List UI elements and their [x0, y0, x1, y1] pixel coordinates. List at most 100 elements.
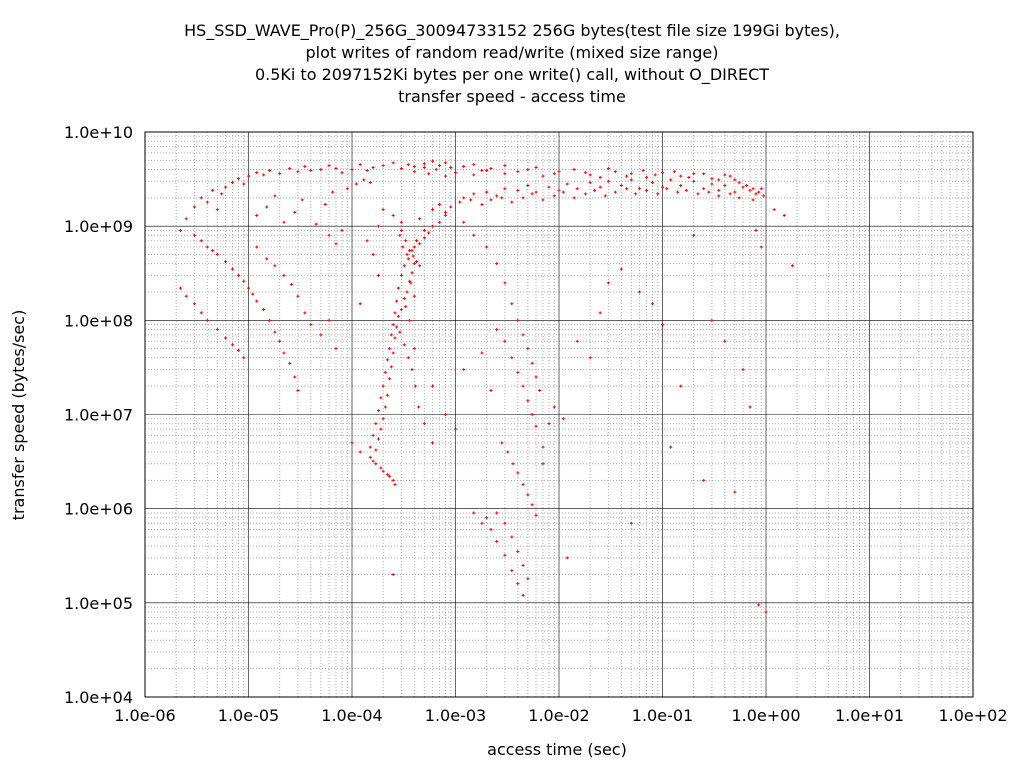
data-point: [495, 511, 499, 515]
data-point: [412, 165, 416, 169]
data-point: [717, 178, 721, 182]
data-point: [422, 165, 426, 169]
data-point: [379, 427, 383, 431]
data-point: [503, 521, 507, 525]
data-point: [224, 260, 228, 264]
data-point: [345, 187, 349, 191]
data-point: [401, 245, 405, 249]
data-point: [629, 178, 633, 182]
data-point: [230, 267, 234, 271]
data-point: [538, 388, 542, 392]
data-point: [679, 184, 683, 188]
data-point: [381, 417, 385, 421]
data-point: [472, 163, 476, 167]
y-tick-label: 1.0e+09: [64, 217, 133, 236]
data-point: [480, 202, 484, 206]
data-point: [358, 163, 362, 167]
data-point: [406, 356, 410, 360]
data-point: [534, 424, 538, 428]
data-point: [389, 365, 393, 369]
data-point: [374, 422, 378, 426]
data-point: [606, 166, 610, 170]
data-point: [443, 210, 447, 214]
data-point: [541, 445, 545, 449]
data-point: [733, 178, 737, 182]
data-point: [230, 343, 234, 347]
data-point: [541, 198, 545, 202]
data-point: [629, 172, 633, 176]
data-point: [469, 198, 473, 202]
data-point: [431, 208, 435, 212]
data-point: [408, 249, 412, 253]
data-point: [669, 178, 673, 182]
data-point: [516, 550, 520, 554]
data-point: [480, 351, 484, 355]
data-point: [575, 187, 579, 191]
x-tick-label: 1.0e-03: [425, 706, 486, 725]
data-point: [510, 302, 514, 306]
data-point: [199, 239, 203, 243]
data-point: [745, 184, 749, 188]
data-point: [282, 273, 286, 277]
data-point: [358, 450, 362, 454]
data-point: [449, 205, 453, 209]
data-point: [619, 184, 623, 188]
data-point: [412, 245, 416, 249]
data-point: [751, 187, 755, 191]
data-point: [472, 173, 476, 177]
data-point: [265, 205, 269, 209]
data-point: [242, 182, 246, 186]
data-point: [557, 170, 561, 174]
x-axis-ticks: 1.0e-06 1.0e-05 1.0e-04 1.0e-03 1.0e-02 1.0e-…: [114, 706, 1007, 725]
data-point: [516, 582, 520, 586]
data-point: [293, 375, 297, 379]
x-tick-label: 1.0e+00: [731, 706, 800, 725]
data-point: [393, 311, 397, 315]
data-point: [220, 192, 224, 196]
data-point: [757, 190, 761, 194]
data-point: [751, 198, 755, 202]
data-point: [692, 179, 696, 183]
data-point: [327, 318, 331, 322]
data-point: [334, 242, 338, 246]
data-point: [572, 196, 576, 200]
data-point: [530, 413, 534, 416]
data-point: [323, 202, 327, 206]
data-point: [334, 166, 338, 170]
data-point: [661, 323, 664, 327]
data-point: [399, 166, 403, 170]
data-point: [541, 174, 545, 178]
data-point: [211, 188, 215, 192]
data-point: [224, 336, 228, 340]
data-point: [399, 273, 403, 277]
data-point: [707, 190, 711, 194]
data-point: [309, 169, 313, 173]
y-axis-ticks: 1.0e+04 1.0e+05 1.0e+06 1.0e+07 1.0e+08 1.0e+…: [64, 123, 133, 707]
data-point: [293, 210, 297, 214]
data-point: [422, 422, 426, 426]
data-point: [472, 192, 476, 196]
data-point: [790, 264, 794, 268]
data-point: [427, 172, 431, 176]
data-point: [282, 351, 286, 355]
data-point: [205, 245, 209, 249]
chart-title-line-1: HS_SSD_WAVE_Pro(P)_256G_30094733152 256G…: [184, 21, 840, 40]
data-point: [534, 165, 538, 169]
data-point: [676, 190, 680, 194]
data-point: [588, 181, 592, 185]
data-point: [431, 224, 435, 228]
data-point: [418, 217, 422, 221]
data-point: [412, 170, 416, 174]
major-grid: [144, 131, 974, 698]
data-point: [552, 194, 556, 198]
data-point: [485, 245, 489, 249]
data-point: [365, 169, 369, 173]
data-point: [278, 339, 282, 343]
data-point: [362, 178, 366, 182]
data-point: [462, 196, 466, 200]
data-point: [687, 175, 691, 179]
data-point: [255, 245, 259, 249]
data-point: [288, 361, 292, 365]
data-point: [381, 164, 385, 168]
data-point: [383, 370, 387, 374]
